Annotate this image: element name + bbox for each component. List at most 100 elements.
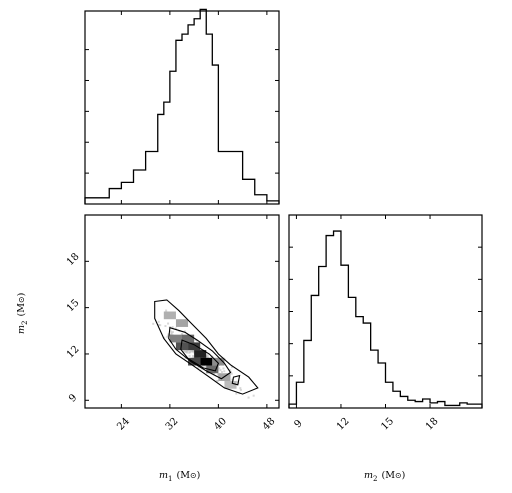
m1-histogram-bar bbox=[158, 114, 164, 204]
scatter-point bbox=[183, 330, 186, 333]
scatter-point bbox=[164, 325, 167, 328]
m2-histogram-bar bbox=[430, 403, 437, 408]
m2-histogram-bar bbox=[311, 295, 318, 408]
scatter-point bbox=[230, 372, 233, 375]
scatter-point bbox=[157, 323, 160, 326]
scatter-point bbox=[171, 331, 174, 334]
scatter-point bbox=[185, 349, 188, 352]
x-tick-label: 15 bbox=[379, 416, 396, 433]
scatter-point bbox=[192, 356, 195, 359]
density-cell bbox=[200, 357, 213, 366]
scatter-point bbox=[188, 351, 191, 354]
m1-histogram-bar bbox=[85, 198, 97, 204]
scatter-point bbox=[229, 369, 232, 372]
scatter-point bbox=[239, 388, 242, 391]
y-tick-label: 12 bbox=[65, 344, 82, 361]
x-tick-label: 48 bbox=[261, 416, 278, 433]
density-cell bbox=[224, 380, 237, 389]
y-tick-label: 9 bbox=[67, 392, 79, 404]
m2-histogram-outline bbox=[288, 230, 483, 408]
m1-histogram-bar bbox=[182, 34, 188, 204]
density-cell bbox=[175, 342, 189, 351]
m2-histogram-bar bbox=[334, 231, 341, 408]
scatter-point bbox=[219, 369, 222, 372]
m1-histogram-bar bbox=[200, 9, 206, 204]
m1-histogram-panel bbox=[84, 8, 280, 205]
scatter-point bbox=[222, 367, 225, 370]
m2-histogram-bar bbox=[423, 399, 430, 408]
m2-histogram-bar bbox=[304, 340, 311, 408]
scatter-point bbox=[152, 322, 155, 325]
x-axis-label-m2: m2 (M⊙) bbox=[364, 470, 405, 483]
density-cell bbox=[169, 334, 182, 343]
scatter-point bbox=[171, 326, 174, 329]
m1-histogram-bar bbox=[231, 152, 243, 204]
m2-histogram-bar bbox=[460, 403, 467, 408]
scatter-point bbox=[188, 354, 191, 357]
m1-histogram-bar bbox=[97, 198, 109, 204]
scatter-point bbox=[184, 350, 187, 353]
m2-histogram-bar bbox=[356, 317, 363, 408]
svg-text:m2(M⊙): m2(M⊙) bbox=[364, 470, 405, 483]
joint-density-panel: 24 32 40 48 9 12 15 18 bbox=[65, 214, 280, 433]
scatter-point bbox=[187, 349, 190, 352]
scatter-point bbox=[167, 334, 170, 337]
density-cell bbox=[175, 319, 189, 327]
scatter-point bbox=[159, 324, 162, 327]
scatter-point bbox=[202, 364, 205, 367]
m2-histogram-bar bbox=[363, 323, 370, 408]
scatter-point bbox=[206, 355, 209, 358]
scatter-point bbox=[231, 366, 234, 369]
m2-histogram-bar bbox=[400, 396, 407, 408]
m1-histogram-bar bbox=[206, 34, 212, 204]
scatter-point bbox=[191, 349, 194, 352]
m2-histogram-bar bbox=[393, 391, 400, 408]
scatter-point bbox=[196, 367, 199, 370]
scatter-point bbox=[223, 370, 226, 373]
scatter-point bbox=[196, 339, 199, 342]
m2-histogram-bar bbox=[319, 266, 326, 408]
m1-histogram-outline bbox=[84, 8, 280, 204]
scatter-point bbox=[213, 372, 216, 375]
scatter-point bbox=[168, 326, 171, 329]
density-contour bbox=[180, 339, 220, 372]
scatter-point bbox=[218, 367, 221, 370]
scatter-point bbox=[186, 351, 189, 354]
m2-histogram-bar bbox=[415, 402, 422, 408]
m1-histogram-bar bbox=[109, 189, 121, 204]
m2-histogram-bar bbox=[326, 236, 333, 408]
scatter-point bbox=[236, 380, 239, 383]
svg-text:m1(M⊙): m1 (M⊙) bbox=[159, 470, 200, 483]
m2-histogram-bar bbox=[348, 297, 355, 408]
m1-histogram-bar bbox=[218, 152, 230, 204]
x-tick-label: 40 bbox=[212, 416, 229, 433]
scatter-point bbox=[194, 339, 197, 342]
scatter-point bbox=[239, 387, 242, 390]
x-tick-label: 9 bbox=[293, 418, 305, 430]
m1-histogram-bar bbox=[212, 65, 218, 204]
scatter-point bbox=[163, 336, 166, 339]
scatter-point bbox=[206, 356, 209, 359]
density-cell bbox=[206, 365, 219, 374]
density-cell bbox=[182, 334, 195, 343]
m2-histogram-bar bbox=[437, 402, 444, 408]
m1-histogram-bar bbox=[255, 195, 267, 204]
scatter-point bbox=[170, 332, 173, 335]
m2-histogram-bar bbox=[371, 350, 378, 408]
y-tick-label: 18 bbox=[65, 251, 82, 268]
y-axis-label-m2: m2(M⊙) bbox=[16, 293, 29, 334]
m1-histogram-bar bbox=[146, 152, 158, 204]
scatter-point bbox=[174, 327, 177, 330]
m1-histogram-bar bbox=[134, 170, 146, 204]
x-tick-label: 18 bbox=[424, 416, 441, 433]
m2-histogram-panel: 9 12 15 18 bbox=[288, 214, 483, 433]
m1-histogram-bar bbox=[243, 179, 255, 204]
density-cell bbox=[212, 357, 225, 366]
m2-histogram-bar bbox=[341, 265, 348, 408]
odot-icon: ⊙ bbox=[395, 471, 402, 480]
x-axis-label-m1: m1 (M⊙) bbox=[159, 470, 200, 483]
scatter-point bbox=[252, 394, 255, 397]
scatter-point bbox=[206, 353, 209, 356]
x-tick-label: 24 bbox=[115, 416, 132, 433]
